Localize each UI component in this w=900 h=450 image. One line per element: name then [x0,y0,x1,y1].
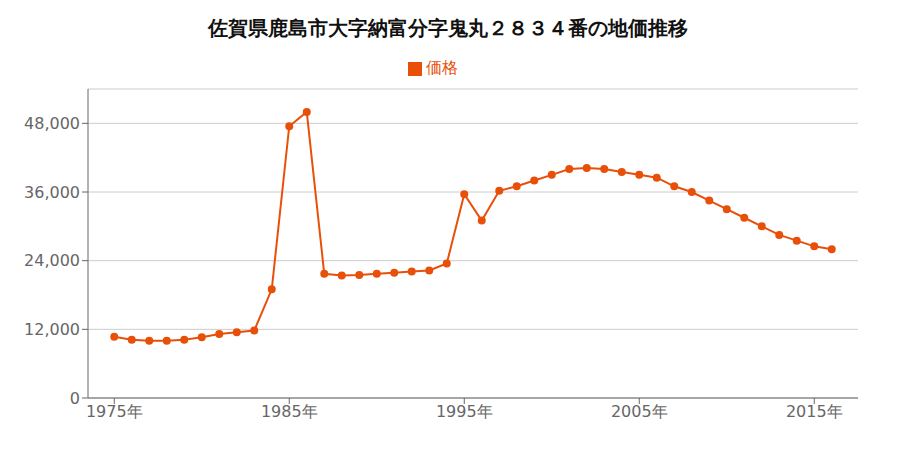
svg-text:1975年: 1975年 [86,402,143,421]
html-text:佐賀県鹿島市大字納富分字鬼丸２８３４番の地価推移: 佐賀県鹿島市大字納富分字鬼丸２８３４番の地価推移 [208,16,688,40]
svg-text:24,000: 24,000 [24,251,80,270]
html-text:価格: 価格 [426,58,458,77]
svg-text:1985年: 1985年 [261,402,318,421]
svg-text:2005年: 2005年 [611,402,668,421]
svg-text:12,000: 12,000 [24,320,80,339]
svg-text:2015年: 2015年 [786,402,843,421]
svg-text:48,000: 48,000 [24,114,80,133]
svg-text:0: 0 [70,389,80,408]
svg-text:36,000: 36,000 [24,183,80,202]
svg-text:1995年: 1995年 [436,402,493,421]
